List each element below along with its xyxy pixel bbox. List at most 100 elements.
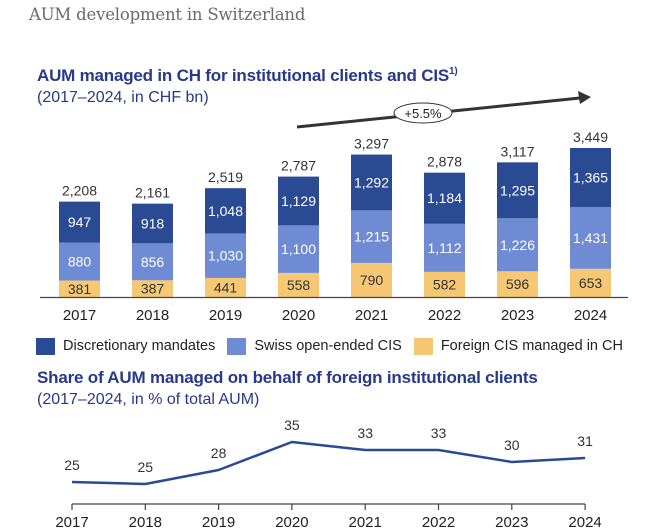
line-series: [71, 440, 586, 486]
bar-segment-foreign-cis: [570, 268, 611, 297]
legend-label-foreign-cis: Foreign CIS managed in CH: [440, 338, 623, 354]
bar-value-label-foreign-cis: 381: [68, 281, 92, 297]
line-x-tick-label: 2024: [568, 514, 601, 531]
bar-segment-swiss-cis: [278, 225, 319, 273]
line-chart-subtitle: (2017–2024, in % of total AUM): [37, 391, 260, 408]
bar-segment-swiss-cis: [570, 206, 611, 269]
bar-value-label-swiss-cis: 1,112: [428, 240, 462, 256]
bar-value-label-swiss-cis: 1,226: [500, 237, 535, 253]
line-x-tick-label: 2018: [129, 514, 162, 531]
legend-swatch-discretionary: [36, 337, 55, 355]
bar-value-label-swiss-cis: 880: [68, 254, 92, 270]
bar-value-label-discretionary: 1,184: [427, 190, 462, 206]
page-title: AUM development in Switzerland: [29, 5, 306, 24]
bar-value-label-swiss-cis: 1,100: [281, 241, 316, 257]
bar-total-label: 2,787: [281, 158, 316, 174]
bar-segment-discretionary: [424, 172, 465, 224]
bar-value-label-foreign-cis: 596: [506, 276, 530, 292]
bar-total-label: 2,208: [62, 183, 97, 199]
bar-segment-foreign-cis: [132, 280, 173, 297]
line-value-label: 30: [504, 437, 520, 453]
bar-segment-discretionary: [59, 201, 100, 243]
bar-value-label-swiss-cis: 1,030: [208, 248, 243, 264]
bar-value-label-foreign-cis: 441: [214, 279, 238, 295]
bar-value-label-swiss-cis: 1,215: [354, 229, 389, 245]
growth-annotation-label: +5.5%: [404, 106, 442, 121]
bar-chart-title: AUM managed in CH for institutional clie…: [37, 66, 458, 86]
bar-segment-foreign-cis: [351, 262, 392, 297]
bar-segment-swiss-cis: [351, 210, 392, 263]
line-x-tick-label: 2021: [349, 514, 382, 531]
growth-arrow-head: [578, 91, 591, 104]
bar-value-label-discretionary: 947: [68, 214, 92, 230]
bar-segment-discretionary: [132, 203, 173, 244]
bar-segment-discretionary: [497, 162, 538, 219]
bar-segment-discretionary: [351, 154, 392, 211]
bar-segment-foreign-cis: [497, 271, 538, 297]
bar-segment-discretionary: [570, 148, 611, 207]
bar-value-label-swiss-cis: 1,431: [573, 230, 608, 246]
bar-segment-swiss-cis: [205, 233, 246, 278]
bar-total-label: 3,449: [573, 129, 608, 145]
legend-swatch-foreign-cis: [413, 337, 433, 355]
line-value-label: 33: [357, 425, 373, 441]
legend-item-swiss-cis: Swiss open-ended CIS: [227, 337, 402, 355]
bar-total-label: 2,161: [135, 185, 170, 201]
x-tick-label: 2022: [428, 307, 461, 324]
bar-segment-foreign-cis: [205, 277, 246, 297]
x-tick-label: 2018: [136, 307, 169, 324]
line-x-tick-label: 2020: [275, 514, 308, 531]
legend-label-swiss-cis: Swiss open-ended CIS: [254, 338, 402, 354]
bar-total-label: 2,878: [427, 154, 462, 170]
x-tick-label: 2017: [63, 307, 96, 324]
line-x-tick-label: 2019: [202, 514, 235, 531]
growth-annotation-ellipse: [393, 102, 453, 124]
bar-value-label-foreign-cis: 790: [360, 272, 384, 288]
x-tick-label: 2019: [209, 307, 242, 324]
line-value-label: 35: [284, 417, 300, 433]
line-x-tick-label: 2023: [495, 514, 528, 531]
legend-label-discretionary: Discretionary mandates: [63, 338, 216, 354]
bar-value-label-discretionary: 918: [141, 215, 165, 231]
bar-segment-swiss-cis: [497, 218, 538, 272]
bar-segment-discretionary: [278, 176, 319, 226]
bar-chart-legend: Discretionary mandates Swiss open-ended …: [36, 337, 635, 355]
bar-value-label-discretionary: 1,295: [500, 182, 535, 198]
line-x-tick-label: 2017: [55, 514, 88, 531]
line-x-tick-label: 2022: [422, 514, 455, 531]
x-tick-label: 2023: [501, 307, 534, 324]
legend-swatch-swiss-cis: [227, 337, 247, 355]
line-chart-title: Share of AUM managed on behalf of foreig…: [37, 368, 538, 387]
line-value-label: 25: [138, 459, 154, 475]
bar-value-label-swiss-cis: 856: [141, 254, 165, 270]
bar-segment-swiss-cis: [59, 242, 100, 281]
line-value-label: 25: [64, 457, 80, 473]
bar-value-label-discretionary: 1,292: [354, 174, 389, 190]
legend-item-foreign-cis: Foreign CIS managed in CH: [413, 337, 623, 355]
bar-segment-swiss-cis: [424, 223, 465, 272]
x-tick-label: 2021: [355, 307, 388, 324]
bar-total-label: 3,117: [501, 143, 535, 159]
bar-segment-discretionary: [205, 188, 246, 234]
bar-chart-title-text: AUM managed in CH for institutional clie…: [37, 66, 449, 85]
bar-value-label-foreign-cis: 653: [579, 275, 603, 291]
bar-segment-swiss-cis: [132, 243, 173, 281]
legend-item-discretionary: Discretionary mandates: [36, 337, 216, 355]
line-value-label: 33: [431, 425, 447, 441]
bar-chart-title-footnote: 1): [449, 66, 458, 77]
bar-segment-foreign-cis: [278, 272, 319, 297]
bar-chart: 381 880 947 2,208 2017 387 856 918 2,161 2018 441 1…: [40, 91, 628, 324]
bar-segment-foreign-cis: [59, 280, 100, 297]
bar-value-label-foreign-cis: 387: [141, 281, 165, 297]
bar-value-label-discretionary: 1,129: [281, 193, 316, 209]
bar-total-label: 3,297: [354, 136, 389, 152]
bar-value-label-discretionary: 1,048: [208, 203, 243, 219]
bar-total-label: 2,519: [208, 169, 243, 185]
x-tick-label: 2020: [282, 307, 315, 324]
bar-segment-foreign-cis: [424, 271, 465, 297]
bar-value-label-foreign-cis: 582: [433, 276, 457, 292]
line-value-label: 31: [577, 433, 593, 449]
x-tick-label: 2024: [574, 307, 607, 324]
line-value-label: 28: [211, 445, 227, 461]
